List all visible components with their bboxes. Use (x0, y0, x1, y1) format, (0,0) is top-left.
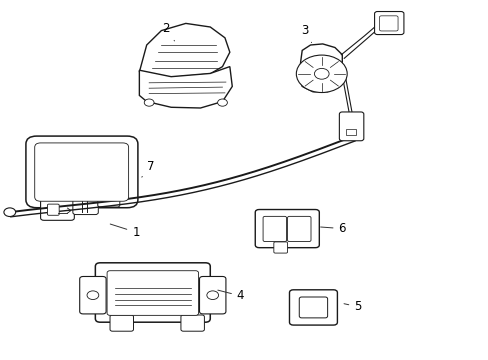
FancyBboxPatch shape (299, 297, 327, 318)
FancyBboxPatch shape (199, 276, 225, 314)
FancyBboxPatch shape (287, 216, 310, 242)
Text: 7: 7 (142, 160, 154, 177)
Text: 3: 3 (300, 24, 311, 42)
FancyBboxPatch shape (107, 271, 198, 315)
Circle shape (206, 291, 218, 300)
FancyBboxPatch shape (379, 16, 397, 31)
Text: 5: 5 (344, 300, 361, 313)
Polygon shape (139, 23, 229, 77)
FancyBboxPatch shape (95, 263, 210, 322)
Text: 1: 1 (110, 224, 140, 239)
FancyBboxPatch shape (73, 196, 98, 215)
Text: 4: 4 (218, 289, 244, 302)
FancyBboxPatch shape (289, 290, 337, 325)
Polygon shape (139, 67, 232, 108)
Bar (346, 129, 355, 135)
FancyBboxPatch shape (255, 210, 319, 248)
FancyBboxPatch shape (374, 12, 403, 35)
FancyBboxPatch shape (181, 315, 204, 331)
Circle shape (144, 99, 154, 106)
FancyBboxPatch shape (26, 136, 138, 208)
Text: 6: 6 (320, 222, 346, 235)
FancyBboxPatch shape (273, 242, 287, 253)
FancyBboxPatch shape (263, 216, 286, 242)
Text: 2: 2 (162, 22, 174, 41)
Circle shape (4, 208, 16, 216)
Circle shape (314, 68, 328, 79)
Circle shape (217, 99, 227, 106)
FancyBboxPatch shape (35, 143, 128, 201)
FancyBboxPatch shape (98, 192, 120, 207)
FancyBboxPatch shape (339, 112, 363, 141)
FancyBboxPatch shape (47, 204, 59, 215)
FancyBboxPatch shape (80, 276, 106, 314)
Circle shape (296, 55, 346, 93)
Circle shape (87, 291, 99, 300)
FancyBboxPatch shape (41, 194, 74, 220)
FancyBboxPatch shape (110, 315, 133, 331)
Polygon shape (299, 44, 342, 92)
